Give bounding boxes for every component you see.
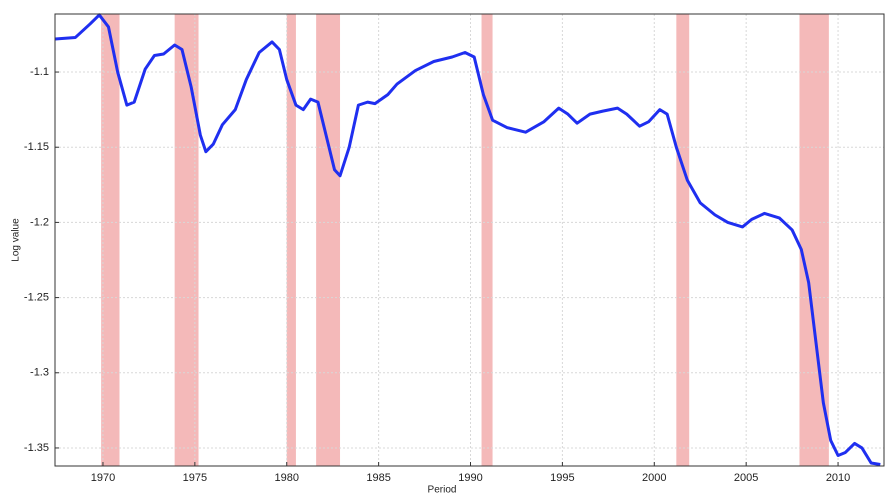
y-tick-label: -1.25 [24,291,49,303]
shaded-region [316,14,341,466]
y-axis-label: Log value [11,218,22,262]
x-tick-label: 2010 [826,472,850,484]
x-tick-label: 1975 [183,472,207,484]
x-tick-label: 1985 [366,472,390,484]
shaded-region [174,14,199,466]
shaded-region [101,14,120,466]
y-tick-label: -1.1 [30,66,49,78]
y-tick-label: -1.2 [30,216,49,228]
x-tick-label: 1995 [550,472,574,484]
shaded-region [481,14,493,466]
plot-frame [54,13,885,467]
x-tick-label: 1970 [91,472,115,484]
x-tick-label: 2005 [734,472,758,484]
x-axis-label: Period [428,485,457,496]
y-tick-label: -1.35 [24,442,49,454]
y-tick-label: -1.3 [30,367,49,379]
x-tick-label: 2000 [642,472,666,484]
x-tick-label: 1990 [458,472,482,484]
data-line [55,13,881,466]
y-tick-label: -1.15 [24,141,49,153]
shaded-region [676,14,690,466]
shaded-region [286,14,296,466]
x-tick-label: 1980 [274,472,298,484]
shaded-region [799,14,829,466]
